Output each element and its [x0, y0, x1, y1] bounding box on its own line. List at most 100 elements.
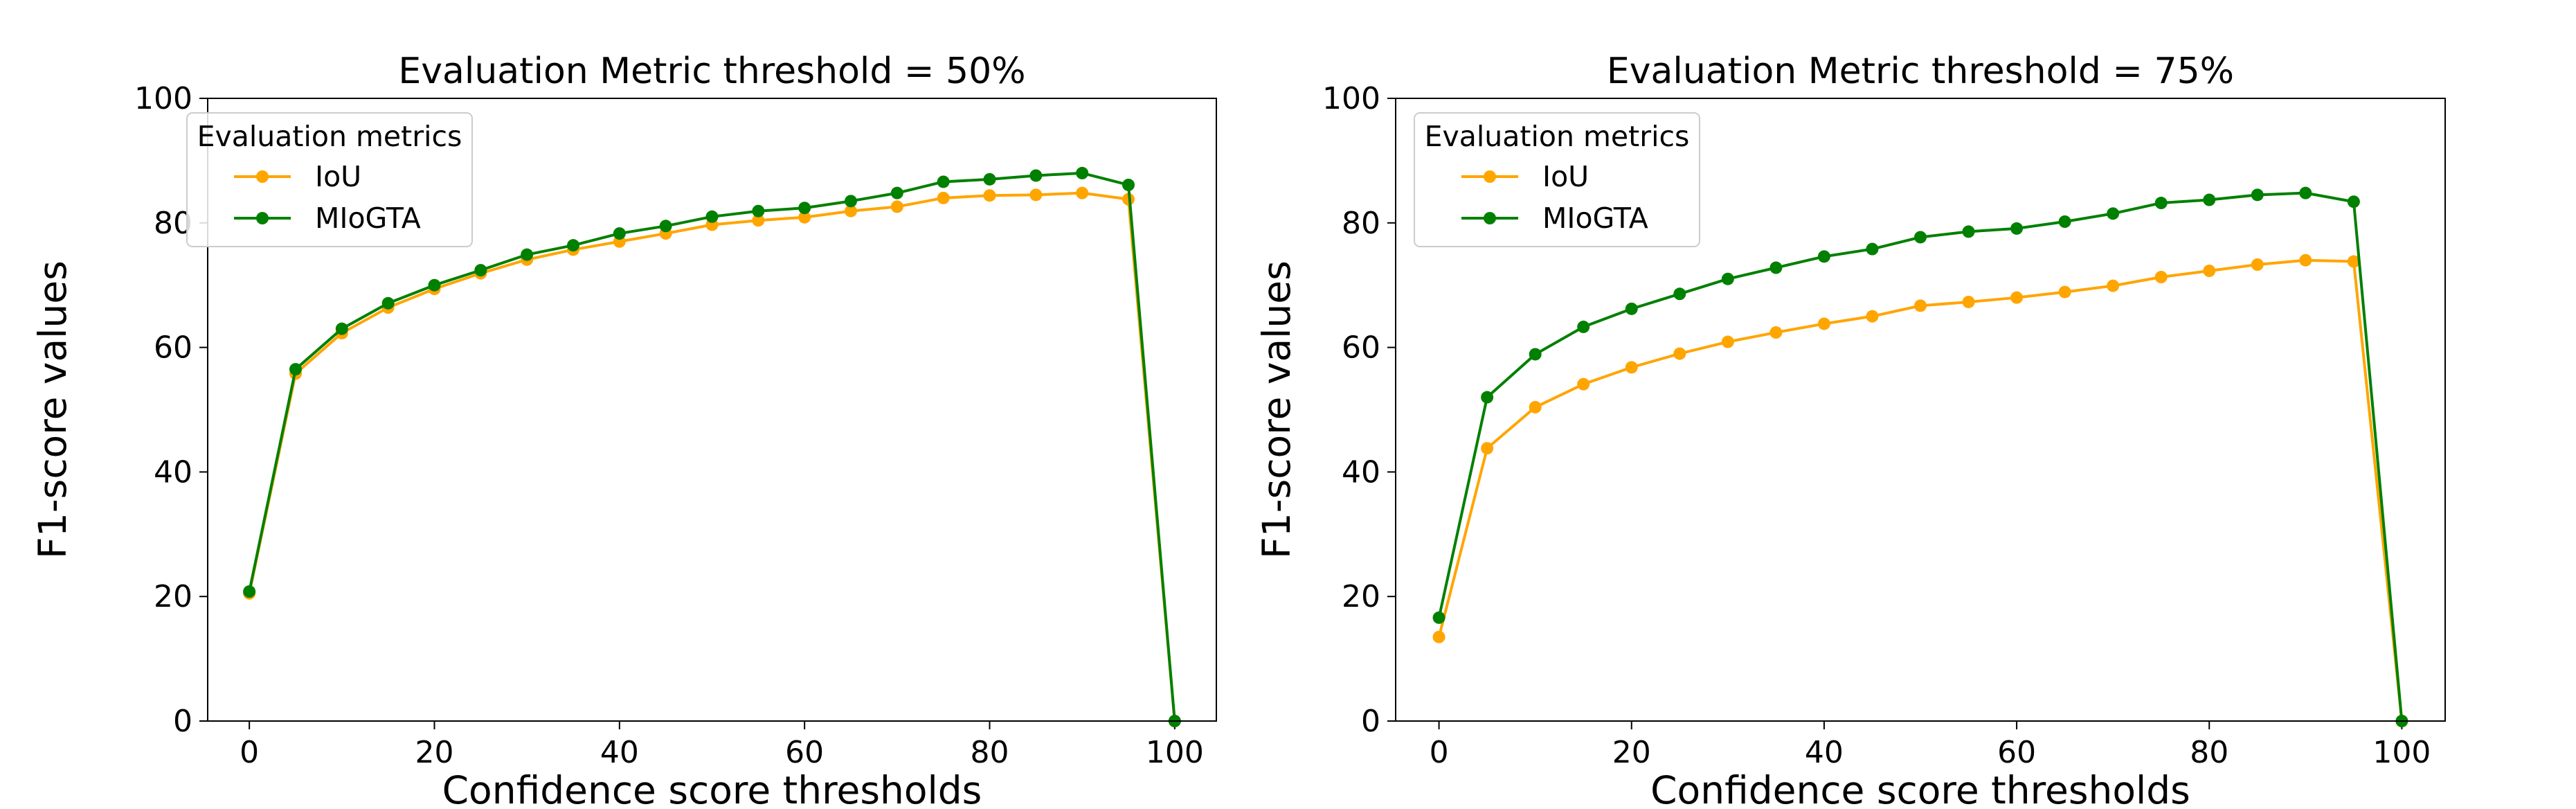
y-tick-label: 40: [1342, 454, 1380, 490]
data-point: [1962, 295, 1975, 308]
data-point: [1673, 287, 1686, 301]
plot-frame: [207, 98, 1217, 722]
legend-entry: IoU: [234, 160, 361, 193]
y-tick-label: 80: [1342, 206, 1380, 241]
data-point: [2203, 265, 2216, 278]
data-point: [752, 214, 765, 227]
legend-entry: MIoGTA: [1461, 202, 1648, 235]
data-point: [890, 200, 903, 213]
data-point: [474, 264, 487, 277]
data-point: [983, 189, 996, 202]
data-point: [1817, 250, 1830, 263]
data-point: [845, 195, 858, 208]
data-point: [613, 227, 626, 240]
y-tick-label: 20: [1342, 579, 1380, 614]
data-point: [1914, 299, 1927, 312]
x-tick-label: 100: [2372, 735, 2431, 770]
legend-title: Evaluation metrics: [1425, 120, 1690, 153]
data-point: [2203, 193, 2216, 206]
x-tick-label: 20: [415, 735, 453, 770]
y-tick-label: 0: [1361, 704, 1380, 739]
data-point: [1625, 361, 1638, 374]
data-point: [1577, 377, 1590, 391]
data-point: [1529, 348, 1542, 361]
x-tick-label: 0: [240, 735, 259, 770]
legend-entry: IoU: [1461, 160, 1589, 193]
data-point: [983, 172, 996, 186]
data-point: [2058, 285, 2071, 299]
y-tick-label: 20: [154, 579, 192, 614]
data-point: [381, 296, 395, 310]
chart-1: Evaluation Metric threshold = 50% 0 20 40 60…: [30, 51, 1217, 809]
x-tick-label: 60: [1997, 735, 2036, 770]
data-point: [1769, 261, 1783, 274]
chart-title: Evaluation Metric threshold = 50%: [398, 51, 1025, 92]
plot-frame: [1395, 98, 2446, 722]
data-point: [798, 211, 811, 224]
data-point: [752, 204, 765, 217]
data-point: [798, 202, 811, 215]
data-point: [1914, 231, 1927, 244]
y-tick-label: 100: [134, 81, 192, 116]
data-point: [705, 210, 719, 223]
x-tick-label: 20: [1612, 735, 1651, 770]
y-tick-label: 60: [1342, 330, 1380, 366]
data-point: [1817, 317, 1830, 330]
data-point: [890, 186, 903, 199]
data-point: [1625, 302, 1638, 315]
legend-box: [186, 112, 473, 247]
chart-2: Evaluation Metric threshold = 75% 0 20 40 60…: [1254, 51, 2446, 809]
data-point: [937, 191, 950, 204]
x-tick-label: 40: [1805, 735, 1844, 770]
y-axis-label: F1-score values: [30, 260, 75, 559]
series-iou: [243, 186, 1181, 727]
data-point: [1481, 442, 1494, 455]
legend-entry: MIoGTA: [234, 202, 421, 235]
data-point: [1122, 178, 1135, 191]
data-point: [1866, 310, 1879, 323]
y-tick-label: 80: [154, 206, 192, 241]
data-point: [1529, 400, 1542, 414]
data-point: [1721, 272, 1734, 285]
data-point: [2058, 215, 2071, 229]
series-line: [1437, 191, 2404, 722]
data-point: [2251, 188, 2264, 202]
legend-marker: [1484, 212, 1496, 224]
data-point: [1432, 611, 1445, 624]
x-tick-label: 0: [1430, 735, 1449, 770]
series-line: [248, 171, 1176, 722]
data-point: [1432, 630, 1445, 643]
x-tick-label: 40: [600, 735, 639, 770]
data-point: [289, 363, 302, 376]
data-point: [566, 239, 579, 252]
chart-title: Evaluation Metric threshold = 75%: [1607, 51, 2234, 92]
legend-label: IoU: [315, 160, 361, 193]
legend: Evaluation metrics IoU MIoGTA: [186, 112, 473, 247]
series-miogta: [243, 166, 1181, 727]
data-point: [2154, 197, 2168, 210]
data-point: [1769, 326, 1783, 339]
data-point: [1076, 166, 1089, 179]
data-point: [937, 175, 950, 188]
legend-box: [1414, 112, 1700, 247]
series-iou: [1432, 254, 2408, 727]
legend-label: MIoGTA: [315, 202, 421, 235]
x-axis-label: Confidence score thresholds: [442, 768, 982, 809]
data-point: [1673, 347, 1686, 360]
data-point: [845, 204, 858, 217]
series-miogta: [1432, 186, 2408, 727]
data-point: [2154, 271, 2168, 284]
data-point: [2299, 186, 2312, 199]
data-point: [2010, 291, 2024, 304]
y-axis-label: F1-score values: [1254, 260, 1299, 559]
data-point: [2299, 254, 2312, 267]
y-tick-label: 40: [154, 454, 192, 490]
data-point: [2251, 258, 2264, 272]
data-point: [1481, 391, 1494, 404]
data-point: [2347, 255, 2360, 268]
data-point: [2347, 195, 2360, 208]
data-point: [2107, 207, 2120, 220]
data-point: [1076, 186, 1089, 199]
legend-label: IoU: [1542, 160, 1589, 193]
data-point: [1577, 320, 1590, 333]
